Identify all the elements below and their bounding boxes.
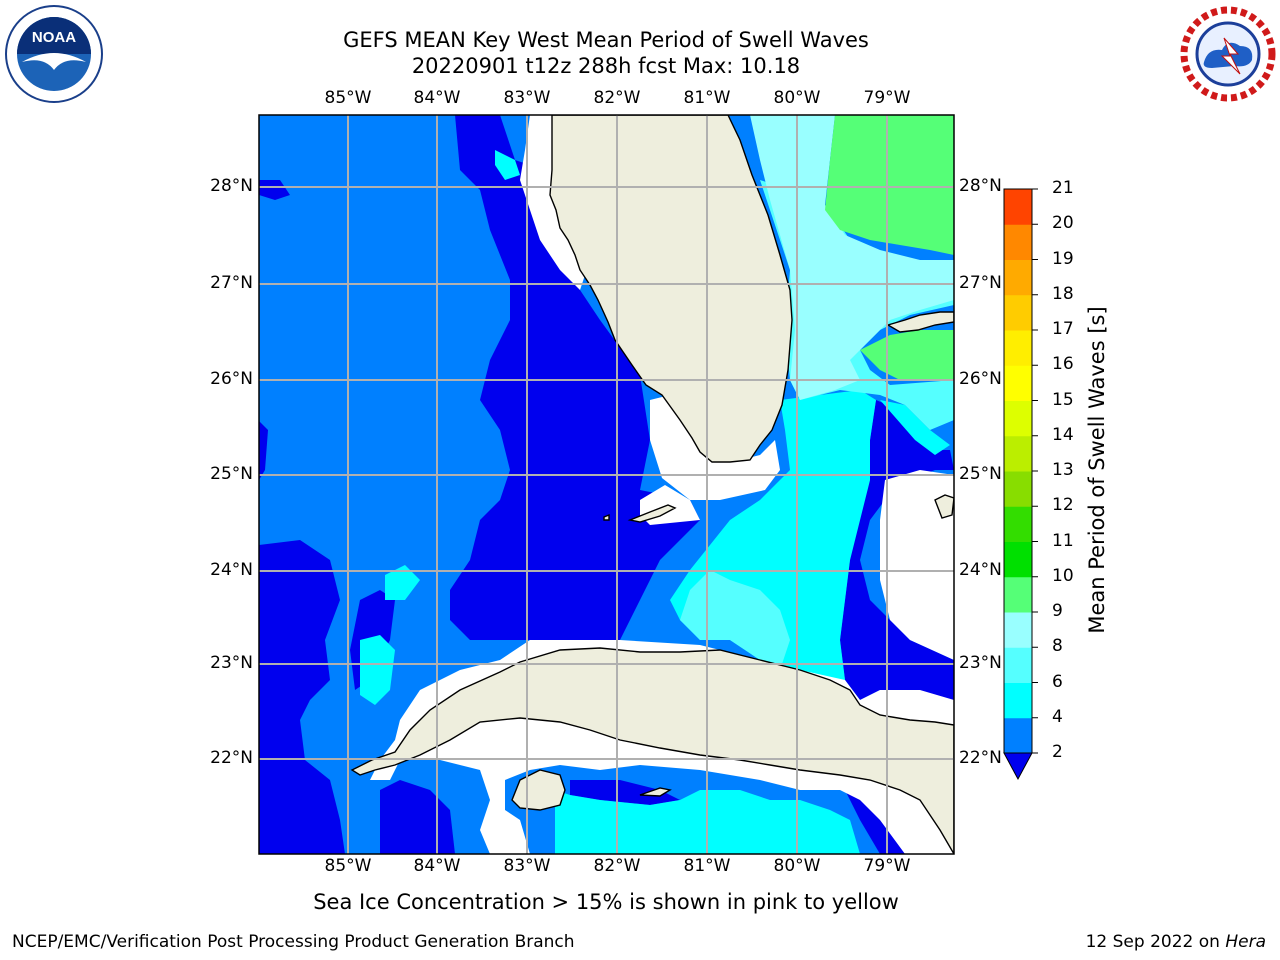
footnote: Sea Ice Concentration > 15% is shown in … [313,890,899,914]
colorbar-tick-label: 2 [1052,742,1063,762]
colorbar-tick-label: 15 [1052,389,1074,410]
colorbar-tick-label: 14 [1052,424,1074,445]
lon-label: 80°W [773,856,821,876]
lat-label: 26°N [210,369,253,389]
band-9-10 [825,115,954,380]
colorbar-tick-label: 17 [1052,319,1074,339]
nws-logo-icon [1180,6,1276,102]
lon-label: 82°W [593,856,641,876]
colorbar-segment [1004,365,1032,401]
lon-label: 82°W [593,88,641,108]
credit-left: NCEP/EMC/Verification Post Processing Pr… [12,932,575,952]
colorbar-tick-label: 6 [1052,671,1063,692]
lon-label: 84°W [413,856,461,876]
credit-host: Hera [1225,932,1266,952]
lat-label: 27°N [210,273,253,293]
colorbar-segment [1004,224,1032,260]
lon-label: 85°W [324,88,372,108]
chart-title: GEFS MEAN Key West Mean Period of Swell … [343,28,869,52]
lon-label: 81°W [683,856,731,876]
colorbar-segment [1004,259,1032,296]
colorbar-tick-label: 8 [1052,636,1063,657]
colorbar-tick-label: 20 [1052,213,1074,234]
lat-label: 25°N [210,464,253,484]
lon-label: 81°W [683,88,731,108]
colorbar-segment [1004,400,1032,437]
colorbar-tick-label: 16 [1052,354,1074,375]
credit-right: 12 Sep 2022 on Hera [1086,932,1266,952]
graticule [259,115,954,854]
lat-label: 26°N [959,369,1002,389]
colorbar-segment [1004,294,1032,331]
colorbar-tick-label: 11 [1052,530,1074,551]
colorbar-tick-label: 10 [1052,565,1074,586]
noaa-logo-text: NOAA [32,29,76,46]
lat-label: 27°N [959,273,1002,293]
credit-date: 12 Sep 2022 on [1085,932,1226,952]
lon-label: 85°W [324,856,372,876]
colorbar-tick-label: 4 [1052,706,1063,727]
lon-label: 84°W [413,88,461,108]
colorbar [1003,188,1038,781]
lon-label: 79°W [863,856,911,876]
noaa-logo-icon: NOAA [5,5,103,103]
colorbar-segment [1004,717,1032,754]
colorbar-tick-label: 19 [1052,248,1074,269]
colorbar-tick-label: 18 [1052,283,1074,304]
lat-label: 23°N [210,653,253,673]
map-frame [258,114,955,855]
lat-label: 24°N [959,560,1002,580]
colorbar-segment [1004,541,1032,578]
colorbar-segment [1004,330,1032,366]
colorbar-tick-label: 12 [1052,495,1074,516]
colorbar-tick-label: 13 [1052,460,1074,480]
colorbar-segment [1004,506,1032,542]
colorbar-tick-label: 21 [1052,178,1074,198]
chart-subtitle: 20220901 t12z 288h fcst Max: 10.18 [411,54,801,78]
lat-label: 24°N [210,560,253,580]
colorbar-segment [1004,435,1032,472]
colorbar-tick-label: 9 [1052,601,1063,621]
lat-label: 28°N [210,176,253,196]
lat-label: 25°N [959,464,1002,484]
lon-label: 79°W [863,88,911,108]
lat-label: 23°N [959,653,1002,673]
colorbar-segment [1004,612,1032,648]
lon-label: 83°W [503,88,551,108]
lat-label: 22°N [210,748,253,768]
colorbar-segment [1004,647,1032,683]
lon-label: 80°W [773,88,821,108]
land [350,115,954,854]
colorbar-segment [1004,471,1032,507]
colorbar-segment [1004,576,1032,613]
colorbar-segment [1004,682,1032,719]
colorbar-segment [1004,189,1032,225]
lon-label: 83°W [503,856,551,876]
colorbar-label: Mean Period of Swell Waves [s] [1085,306,1109,634]
lat-label: 28°N [959,176,1002,196]
lat-label: 22°N [959,748,1002,768]
